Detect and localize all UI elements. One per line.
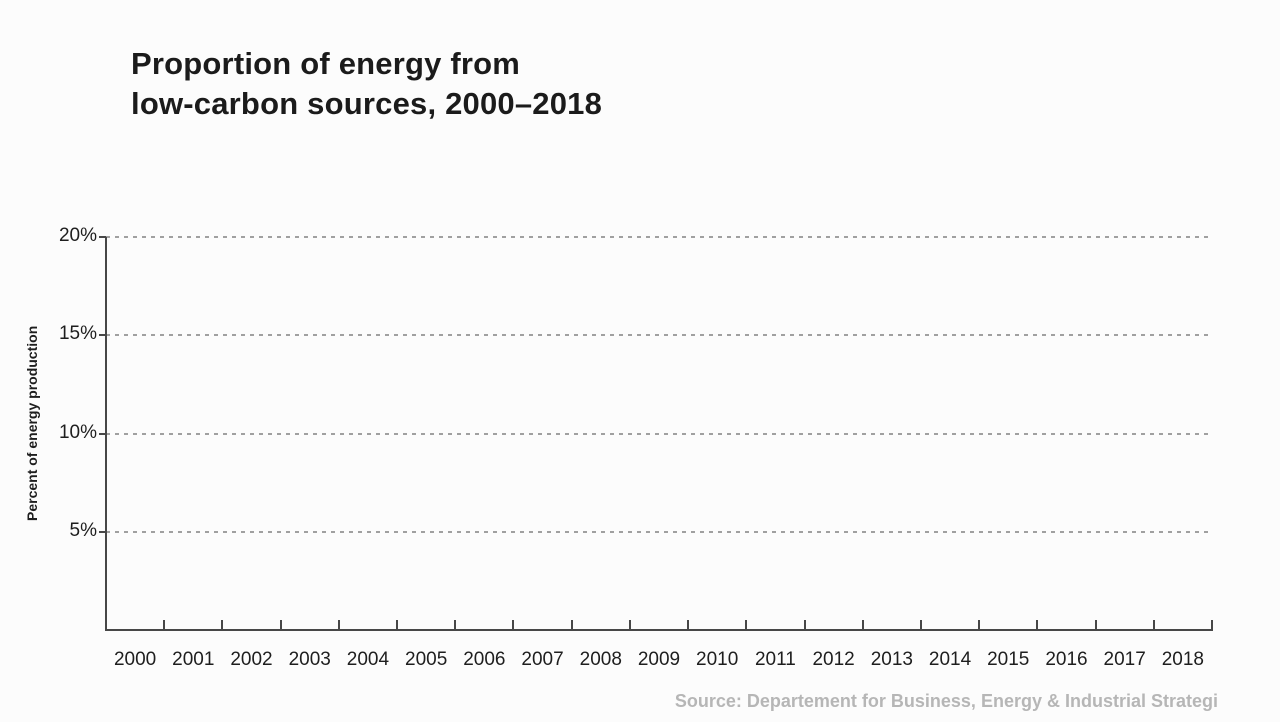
x-tick-label-2008: 2008 (579, 649, 622, 670)
chart-title: Proportion of energy from low-carbon sou… (131, 44, 602, 124)
x-tick-mark-1 (163, 620, 166, 629)
x-tick-mark-15 (978, 620, 981, 629)
x-tick-mark-5 (396, 620, 399, 629)
x-tick-mark-14 (919, 620, 922, 629)
x-tick-label-2017: 2017 (1103, 649, 1146, 670)
x-tick-label-2011: 2011 (754, 649, 796, 670)
y-axis-line (105, 237, 107, 631)
x-tick-mark-8 (570, 620, 573, 629)
x-tick-mark-9 (628, 620, 631, 629)
x-tick-label-2014: 2014 (928, 649, 972, 670)
x-tick-label-2018: 2018 (1161, 649, 1205, 670)
x-tick-mark-3 (279, 620, 282, 629)
x-tick-mark-7 (512, 620, 515, 629)
x-tick-label-2003: 2003 (288, 649, 331, 670)
x-tick-mark-6 (454, 620, 457, 629)
chart-title-line-2: low-carbon sources, 2000–2018 (131, 86, 603, 121)
x-tick-label-2009: 2009 (637, 649, 681, 670)
chart-title-line-1: Proportion of energy from (131, 46, 521, 81)
x-tick-mark-17 (1094, 620, 1097, 629)
x-tick-mark-18 (1152, 620, 1155, 629)
gridline-10pct (106, 432, 1212, 435)
x-tick-mark-16 (1036, 620, 1039, 629)
x-tick-mark-12 (803, 620, 806, 629)
x-tick-label-2010: 2010 (696, 649, 739, 670)
x-tick-label-2013: 2013 (870, 649, 913, 670)
y-tick-mark-5pct (99, 530, 106, 533)
x-axis-line (105, 629, 1213, 631)
gridline-20pct (106, 236, 1212, 238)
x-tick-mark-2 (221, 620, 224, 629)
x-tick-mark-4 (337, 620, 340, 629)
x-tick-label-2006: 2006 (463, 649, 506, 670)
gridline-15pct (106, 334, 1212, 337)
x-tick-label-2016: 2016 (1045, 649, 1088, 670)
x-tick-label-2007: 2007 (521, 649, 564, 670)
x-tick-mark-10 (687, 620, 690, 629)
y-tick-mark-10pct (99, 432, 106, 435)
gridline-5pct (106, 530, 1212, 533)
x-tick-label-2000: 2000 (113, 649, 157, 670)
y-tick-mark-20pct (99, 236, 106, 238)
y-tick-mark-15pct (99, 334, 106, 337)
x-tick-label-2015: 2015 (987, 649, 1030, 670)
x-tick-mark-19 (1211, 620, 1213, 629)
y-tick-label-15pct: 15% (58, 323, 97, 345)
x-tick-label-2002: 2002 (230, 649, 273, 670)
x-tick-mark-11 (745, 620, 748, 629)
x-tick-label-2012: 2012 (812, 649, 855, 670)
y-tick-label-5pct: 5% (69, 519, 97, 541)
y-tick-label-20pct: 20% (58, 225, 97, 246)
source-credit: Source: Departement for Business, Energy… (674, 691, 1218, 711)
x-tick-label-2001: 2001 (172, 649, 215, 670)
y-tick-label-10pct: 10% (58, 421, 97, 443)
x-tick-mark-13 (861, 620, 864, 629)
x-tick-label-2004: 2004 (346, 649, 390, 670)
x-tick-label-2005: 2005 (405, 649, 448, 670)
